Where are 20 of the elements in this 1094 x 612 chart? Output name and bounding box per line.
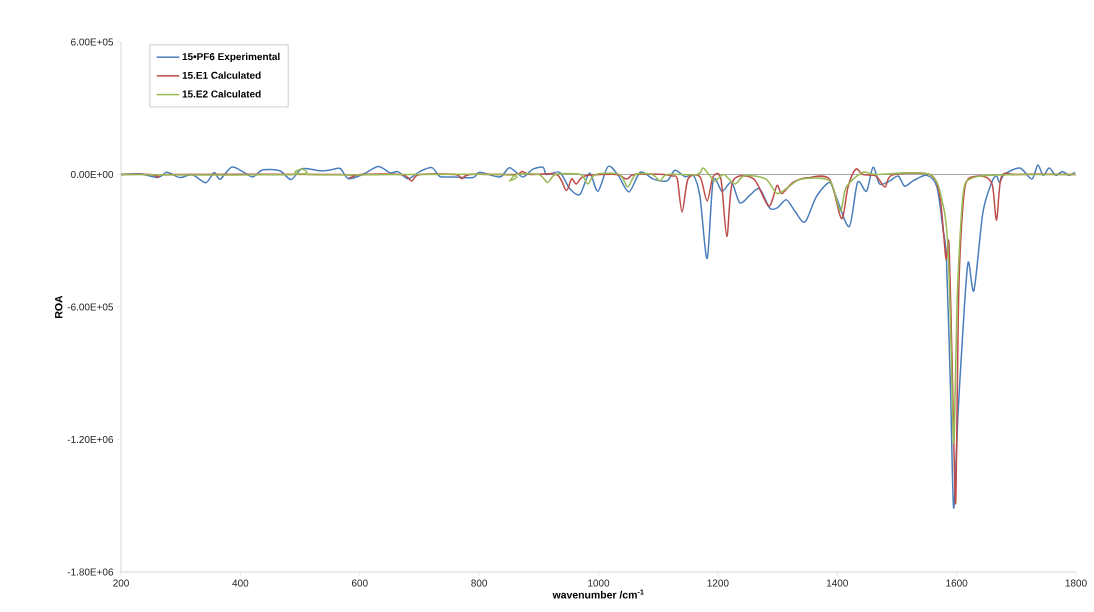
x-tick-label: 1800 — [1065, 579, 1087, 587]
x-tick-label: 1600 — [946, 579, 968, 587]
line-series — [121, 167, 1077, 444]
x-tick-label: 800 — [471, 579, 488, 587]
x-tick-label: 600 — [351, 579, 368, 587]
x-tick-label: 200 — [113, 579, 129, 587]
legend-label: 15•PF6 Experimental — [182, 52, 280, 63]
y-tick-label: 0.00E+00 — [70, 170, 114, 179]
y-tick-label: -1.20E+06 — [67, 435, 114, 444]
legend-label: 15.E2 Calculated — [182, 90, 261, 98]
legend-label: 15.E1 Calculated — [182, 71, 261, 79]
x-axis-title: wavenumber /cm$^{-1}$ — [552, 589, 644, 599]
x-tick-label: 400 — [232, 579, 249, 587]
x-tick-label: 1400 — [826, 579, 848, 587]
x-tick-label: 1000 — [588, 579, 610, 587]
y-tick-label: 6.00E+05 — [71, 38, 114, 46]
y-axis-title: ROA — [55, 295, 63, 318]
y-tick-label: -1.80E+06 — [67, 568, 114, 576]
x-tick-label: 1200 — [707, 579, 729, 587]
y-tick-label: -6.00E+05 — [67, 303, 114, 311]
